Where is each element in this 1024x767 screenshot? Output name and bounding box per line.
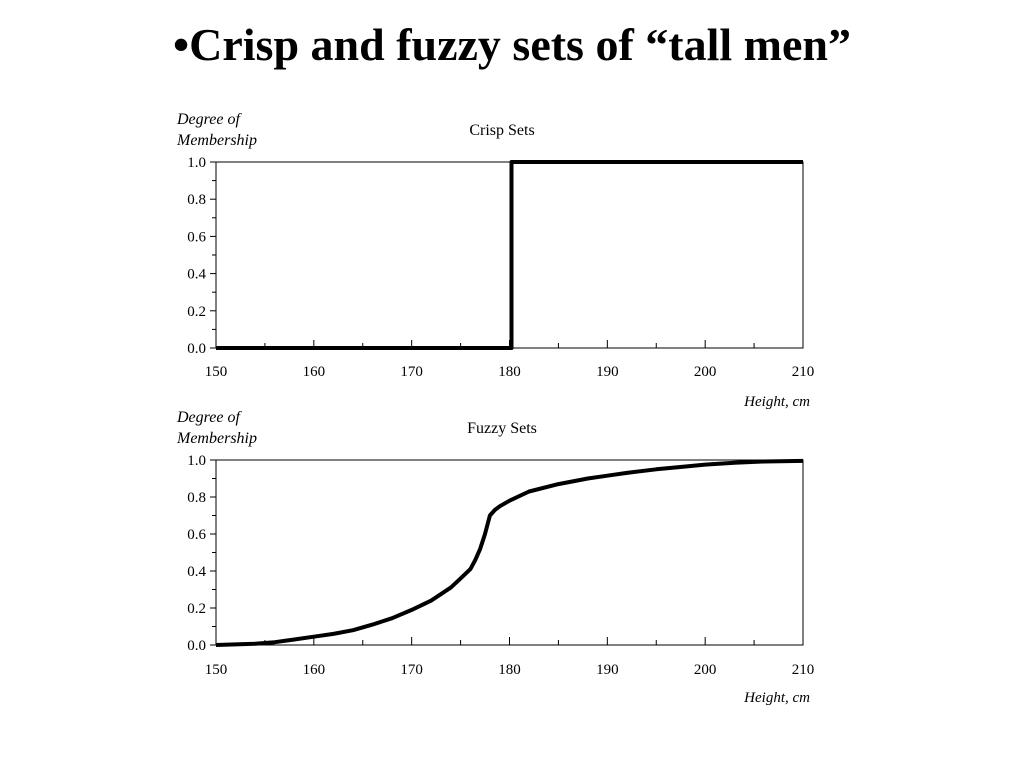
slide-title: •Crisp and fuzzy sets of “tall men” <box>173 19 851 70</box>
chart-1-x-tick-label: 180 <box>498 364 521 380</box>
chart-2-xlabel: Height, cm <box>743 690 810 706</box>
chart-2-x-tick-label: 150 <box>205 662 228 678</box>
chart-2-y-tick-label: 0.2 <box>187 601 206 617</box>
chart-2-x-tick-label: 210 <box>792 662 815 678</box>
chart-2-y-tick-label: 1.0 <box>187 453 206 469</box>
chart-2-title: Fuzzy Sets <box>467 420 537 437</box>
chart-1-x-tick-label: 190 <box>596 364 619 380</box>
chart-1-y-tick-label: 0.4 <box>187 267 206 283</box>
chart-2-x-tick-label: 200 <box>694 662 717 678</box>
chart-1-y-tick-label: 0.8 <box>187 192 206 208</box>
chart-2-series-line-1 <box>215 458 804 647</box>
chart-1-y-tick-label: 1.0 <box>187 155 206 171</box>
chart-1-x-tick-label: 160 <box>303 364 326 380</box>
chart-2-ylabel-line-1: Degree of <box>176 409 242 426</box>
chart-1-x-tick-label: 200 <box>694 364 717 380</box>
chart-2-ylabel-line-2: Membership <box>176 430 257 447</box>
chart-2-y-tick-label: 0.6 <box>187 527 206 543</box>
chart-1-ylabel-line-2: Membership <box>176 132 257 149</box>
chart-1-xlabel: Height, cm <box>743 394 810 410</box>
chart-1-title: Crisp Sets <box>469 122 534 139</box>
chart-1-x-tick-label: 150 <box>205 364 228 380</box>
chart-2-y-tick-label: 0.4 <box>187 564 206 580</box>
chart-2-plot-frame <box>215 459 804 646</box>
chart-1-x-tick-label: 210 <box>792 364 815 380</box>
chart-2-x-tick-label: 160 <box>303 662 326 678</box>
chart-2-y-tick-label: 0.0 <box>187 638 206 654</box>
chart-2-y-tick-label: 0.8 <box>187 490 206 506</box>
chart-1-y-tick-label: 0.6 <box>187 229 206 245</box>
chart-2-x-tick-label: 180 <box>498 662 521 678</box>
chart-2-x-tick-label: 170 <box>400 662 423 678</box>
chart-1-y-tick-label: 0.2 <box>187 304 206 320</box>
chart-1-y-tick-label: 0.0 <box>187 341 206 357</box>
chart-1-series-line-1 <box>216 160 803 350</box>
chart-1-x-tick-label: 170 <box>400 364 423 380</box>
chart-2-x-tick-label: 190 <box>596 662 619 678</box>
chart-1-ylabel-line-1: Degree of <box>176 111 242 128</box>
